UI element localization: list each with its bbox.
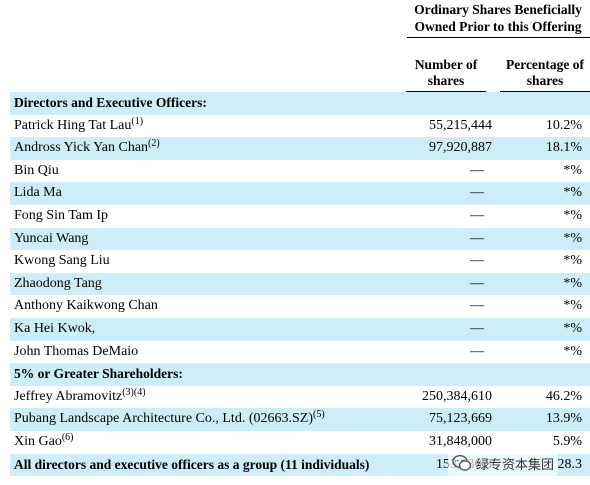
shares-count: — [470,207,484,223]
table-row: Jeffrey Abramovitz(3)(4) 250,384,610 46.2% [10,386,590,409]
holder-name: Andross Yick Yan Chan(2) [14,138,160,156]
holder-name: Fong Sin Tam Ip [14,208,108,224]
table-row: John Thomas DeMaio — *% [10,341,590,364]
table-row: Anthony Kaikwong Chan — *% [10,295,590,318]
table-row: Patrick Hing Tat Lau(1) 55,215,444 10.2% [10,115,590,138]
watermark-text: 绿专资本集团 [476,457,555,473]
shares-percent: *% [563,185,582,201]
shares-count: — [470,320,484,336]
holder-name-text: 5% or Greater Shareholders: [14,366,183,382]
holder-name: Patrick Hing Tat Lau(1) [14,115,144,134]
holder-name: Jeffrey Abramovitz(3)(4) [14,386,146,405]
footnote-marker: (6) [61,431,74,443]
holder-name: Kwong Sang Liu [14,253,110,269]
column-header-shares-label: Number of shares [414,57,478,88]
holder-name: Zhaodong Tang [14,276,102,292]
shares-percent: *% [563,162,582,178]
column-header-percent: Percentage of shares [500,57,590,92]
shares-count: 31,848,000 [429,433,492,449]
column-header-shares: Number of shares [406,57,486,92]
shares-count: 97,920,887 [429,140,492,156]
holder-name-text: Kwong Sang Liu [14,253,110,269]
holder-name-text: Pubang Landscape Architecture Co., Ltd. … [14,411,313,427]
table-row: Zhaodong Tang — *% [10,272,590,296]
holder-name: Yuncai Wang [14,231,88,247]
holder-name: John Thomas DeMaio [14,344,138,360]
table-row: Pubang Landscape Architecture Co., Ltd. … [10,408,590,431]
shares-percent: 18.1% [545,140,582,156]
header-rule [406,91,486,92]
holder-name-text: Ka Hei Kwok, [14,320,96,336]
holder-name-text: Xin Gao [14,433,62,449]
table-row: Yuncai Wang — *% [10,227,590,251]
holder-name-text: Jeffrey Abramovitz [14,388,123,404]
shares-percent: 5.9% [552,433,582,449]
shares-percent: *% [563,253,582,269]
holder-name-text: Yuncai Wang [14,230,89,246]
shares-percent: 10.2% [545,117,582,133]
holder-name-text: Directors and Executive Officers: [14,95,207,110]
section-title: 5% or Greater Shareholders: [14,366,183,382]
shares-percent: *% [563,343,582,359]
section-title: Directors and Executive Officers: [14,95,207,111]
holder-name: Anthony Kaikwong Chan [14,298,158,314]
shares-percent: *% [563,320,582,336]
footnote-marker: (3)(4) [122,386,146,398]
holder-name: Pubang Landscape Architecture Co., Ltd. … [14,409,325,427]
column-group-header: Ordinary Shares Beneficially Owned Prior… [406,2,590,38]
holder-name-text: All directors and executive officers as … [14,456,370,472]
holder-name-text: Bin Qiu [14,162,59,178]
holder-name-text: Anthony Kaikwong Chan [14,298,158,314]
holder-name: Bin Qiu [14,163,59,179]
shares-count: 250,384,610 [422,388,492,404]
table-row: Andross Yick Yan Chan(2) 97,920,887 18.1% [10,137,590,160]
table-row: Ka Hei Kwok, — *% [10,317,590,341]
shares-count: 55,215,444 [429,117,492,133]
shares-count: — [470,298,484,314]
shares-percent: 46.2% [545,388,582,404]
table-row: Lida Ma — *% [10,182,590,205]
watermark: 绿专资本集团 [448,450,559,476]
holder-name: Lida Ma [14,185,62,201]
footnote-marker: (2) [148,138,160,150]
table-row: Bin Qiu — *% [10,160,590,183]
holder-name: Ka Hei Kwok, [14,321,95,337]
shares-count: — [470,230,484,246]
holder-name-text: Andross Yick Yan Chan [14,140,149,156]
holder-name-text: Lida Ma [14,185,62,201]
shares-count: — [470,253,484,269]
header-rule [500,91,590,92]
shares-percent: *% [563,207,582,223]
header-rule [407,37,590,38]
table-row: Xin Gao(6) 31,848,000 5.9% [10,431,590,454]
footnote-marker: (5) [312,409,325,421]
holder-name-text: Fong Sin Tam Ip [14,207,109,223]
holder-name-text: Zhaodong Tang [14,275,102,291]
column-header-percent-label: Percentage of shares [505,57,585,88]
shares-count: — [470,185,484,201]
shares-count: — [470,162,484,178]
ownership-table: Directors and Executive Officers: Patrick… [10,92,590,477]
holder-name-text: Patrick Hing Tat Lau [14,117,132,133]
shares-percent: 28.3 [557,456,583,472]
holder-name: Xin Gao(6) [14,431,74,450]
shares-percent: *% [563,298,582,314]
shares-percent: 13.9% [545,411,582,427]
holder-name-text: John Thomas DeMaio [14,343,139,359]
table-row: Kwong Sang Liu — *% [10,250,590,273]
table-row: Fong Sin Tam Ip — *% [10,205,590,228]
shares-count: — [470,275,484,291]
shares-count: — [470,343,484,359]
wechat-icon [452,454,472,471]
shares-count: 75,123,669 [429,411,492,427]
column-group-title: Ordinary Shares Beneficially Owned Prior… [414,2,582,34]
holder-name: All directors and executive officers as … [14,457,369,473]
section-header-row: Directors and Executive Officers: [10,92,590,115]
section-header-row: 5% or Greater Shareholders: [10,363,590,386]
shares-percent: *% [563,230,582,246]
shares-percent: *% [563,275,582,291]
footnote-marker: (1) [131,115,144,127]
